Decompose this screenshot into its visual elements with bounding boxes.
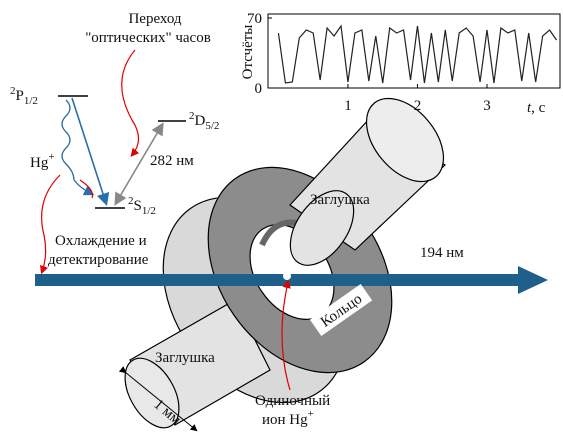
figure: Переход "оптических" часов 2P1/2 2S1/2 2…: [0, 0, 563, 435]
x-tick-label: 1: [344, 98, 352, 114]
sub: 1/2: [24, 95, 38, 107]
sup: +: [48, 151, 54, 163]
x-tick-label: 2: [414, 98, 422, 114]
main: Hg: [30, 155, 49, 171]
x-unit: , с: [531, 100, 546, 116]
y-tick-label: 0: [255, 81, 263, 97]
ion-caption: Одиночный: [255, 393, 330, 409]
y-axis-label: Отсчёты: [240, 25, 256, 80]
ion: [283, 272, 291, 280]
trap: [114, 84, 459, 435]
title-line: Переход: [128, 11, 181, 27]
wavelength-label: 194 нм: [420, 245, 464, 261]
sup: +: [308, 408, 314, 420]
wavelength-label: 282 нм: [150, 153, 194, 169]
level-label: 2D5/2: [189, 110, 219, 132]
plug-label: Заглушка: [155, 350, 215, 366]
main: S: [134, 198, 142, 214]
level-label: 2P1/2: [10, 85, 38, 107]
sub: 5/2: [205, 120, 219, 132]
main: D: [195, 113, 206, 129]
x-tick-label: 3: [483, 98, 491, 114]
main: P: [16, 88, 24, 104]
cooling-label: Охлаждение и: [55, 233, 147, 249]
sub: 1/2: [142, 205, 156, 217]
cooling-label: детектирование: [48, 252, 149, 268]
ion-caption: ион Hg+: [262, 408, 314, 428]
y-tick-label: 70: [247, 11, 262, 27]
x-axis-label: t, с: [527, 100, 546, 116]
trace: [278, 26, 556, 83]
ion-label: Hg+: [30, 151, 55, 171]
main: ион Hg: [262, 412, 308, 428]
title-line: "оптических" часов: [85, 30, 211, 46]
level-label: 2S1/2: [128, 195, 156, 217]
plug-label: Заглушка: [310, 192, 370, 208]
